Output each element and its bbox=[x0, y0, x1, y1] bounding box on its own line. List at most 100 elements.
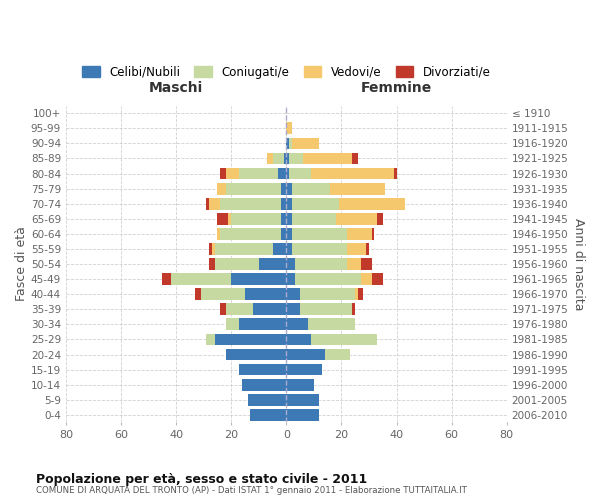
Text: Femmine: Femmine bbox=[361, 81, 432, 95]
Y-axis label: Anni di nascita: Anni di nascita bbox=[572, 218, 585, 310]
Bar bbox=[303, 152, 352, 164]
Bar bbox=[338, 198, 405, 209]
Bar bbox=[292, 228, 347, 240]
Bar bbox=[281, 213, 286, 224]
Bar bbox=[248, 394, 286, 406]
Bar bbox=[286, 228, 292, 240]
Bar bbox=[311, 168, 394, 179]
Legend: Celibi/Nubili, Coniugati/e, Vedovi/e, Divorziati/e: Celibi/Nubili, Coniugati/e, Vedovi/e, Di… bbox=[77, 61, 495, 84]
Bar bbox=[286, 394, 319, 406]
Bar bbox=[325, 348, 350, 360]
Bar bbox=[286, 152, 289, 164]
Bar bbox=[347, 228, 372, 240]
Bar bbox=[361, 258, 372, 270]
Bar bbox=[355, 288, 358, 300]
Bar bbox=[366, 243, 369, 255]
Bar bbox=[170, 273, 231, 285]
Bar bbox=[226, 304, 253, 315]
Bar bbox=[281, 183, 286, 194]
Bar bbox=[226, 183, 281, 194]
Text: COMUNE DI ARQUATA DEL TRONTO (AP) - Dati ISTAT 1° gennaio 2011 - Elaborazione TU: COMUNE DI ARQUATA DEL TRONTO (AP) - Dati… bbox=[36, 486, 467, 495]
Bar bbox=[201, 288, 245, 300]
Bar bbox=[289, 138, 292, 149]
Bar bbox=[253, 304, 286, 315]
Bar bbox=[292, 243, 347, 255]
Bar bbox=[220, 198, 281, 209]
Bar bbox=[292, 183, 331, 194]
Bar bbox=[289, 152, 303, 164]
Bar bbox=[286, 379, 314, 390]
Bar bbox=[286, 243, 292, 255]
Bar bbox=[229, 213, 231, 224]
Bar bbox=[377, 213, 383, 224]
Bar bbox=[286, 364, 322, 376]
Bar bbox=[347, 258, 361, 270]
Bar bbox=[286, 258, 295, 270]
Bar bbox=[220, 304, 226, 315]
Bar bbox=[295, 273, 361, 285]
Bar bbox=[212, 243, 215, 255]
Bar bbox=[286, 273, 295, 285]
Bar bbox=[209, 243, 212, 255]
Bar bbox=[372, 228, 374, 240]
Bar bbox=[206, 334, 215, 345]
Bar bbox=[231, 273, 286, 285]
Bar bbox=[286, 122, 292, 134]
Bar bbox=[226, 348, 286, 360]
Bar bbox=[347, 243, 366, 255]
Bar bbox=[358, 288, 364, 300]
Bar bbox=[300, 288, 355, 300]
Bar bbox=[352, 304, 355, 315]
Bar bbox=[292, 198, 338, 209]
Bar bbox=[361, 273, 372, 285]
Bar bbox=[394, 168, 397, 179]
Bar bbox=[286, 138, 289, 149]
Bar bbox=[331, 183, 385, 194]
Bar bbox=[220, 228, 281, 240]
Bar bbox=[289, 168, 311, 179]
Bar bbox=[245, 288, 286, 300]
Bar bbox=[286, 183, 292, 194]
Bar bbox=[215, 258, 259, 270]
Bar bbox=[217, 213, 229, 224]
Bar bbox=[259, 258, 286, 270]
Bar bbox=[272, 152, 284, 164]
Bar bbox=[281, 198, 286, 209]
Bar bbox=[209, 258, 215, 270]
Bar bbox=[292, 213, 336, 224]
Bar bbox=[286, 198, 292, 209]
Y-axis label: Fasce di età: Fasce di età bbox=[15, 226, 28, 302]
Bar bbox=[281, 228, 286, 240]
Bar bbox=[300, 304, 352, 315]
Bar bbox=[239, 168, 278, 179]
Bar bbox=[215, 243, 272, 255]
Bar bbox=[250, 409, 286, 420]
Text: Popolazione per età, sesso e stato civile - 2011: Popolazione per età, sesso e stato civil… bbox=[36, 472, 367, 486]
Bar bbox=[352, 152, 358, 164]
Bar bbox=[226, 168, 239, 179]
Bar bbox=[284, 152, 286, 164]
Bar bbox=[286, 409, 319, 420]
Bar bbox=[286, 213, 292, 224]
Bar bbox=[286, 168, 289, 179]
Bar bbox=[163, 273, 170, 285]
Bar bbox=[295, 258, 347, 270]
Bar bbox=[206, 198, 209, 209]
Bar bbox=[209, 198, 220, 209]
Bar bbox=[286, 348, 325, 360]
Bar bbox=[286, 304, 300, 315]
Bar bbox=[226, 318, 239, 330]
Bar bbox=[372, 273, 383, 285]
Bar bbox=[311, 334, 377, 345]
Bar bbox=[292, 138, 319, 149]
Bar bbox=[278, 168, 286, 179]
Bar bbox=[196, 288, 201, 300]
Bar bbox=[239, 364, 286, 376]
Bar bbox=[286, 318, 308, 330]
Bar bbox=[267, 152, 272, 164]
Bar bbox=[336, 213, 377, 224]
Bar bbox=[308, 318, 355, 330]
Bar bbox=[286, 288, 300, 300]
Bar bbox=[239, 318, 286, 330]
Bar bbox=[286, 334, 311, 345]
